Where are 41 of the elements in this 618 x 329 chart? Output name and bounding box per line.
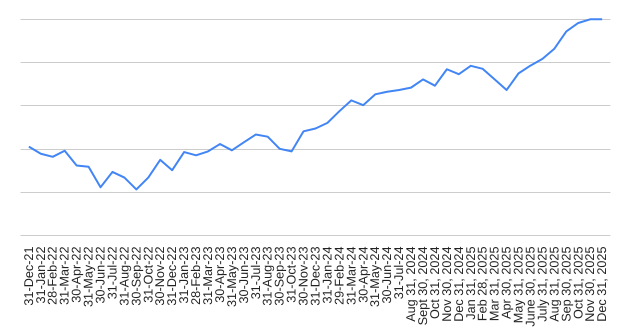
x-tick-label: Jan 31, 2025 [464,246,478,320]
x-tick-label: 31-Jan-23 [177,246,192,304]
x-tick-label: May 31, 2025 [512,246,526,324]
x-tick-label: 31-Dec-21 [22,246,36,306]
x-tick-label: 31-Jul-22 [105,246,120,300]
x-tick-label: 31-Dec-22 [165,246,180,306]
x-tick-label: 31-May-23 [224,246,239,307]
x-tick-label: 31-Dec-23 [308,246,322,306]
x-tick-label: 28-Feb-22 [46,246,60,305]
x-tick-label: 30-Apr-22 [70,246,84,303]
x-tick-label: 31-May-24 [368,246,382,307]
x-tick-label: 31-Oct-23 [284,246,299,303]
x-tick-label: 29-Feb-24 [332,246,346,305]
x-tick-label: 31-Jul-24 [392,246,406,300]
x-tick-label: Aug 31, 2024 [404,246,418,322]
x-tick-label: Dec 31, 2024 [452,246,466,322]
x-tick-label: Oct 31, 2024 [428,246,442,319]
x-tick-label: Oct 31, 2025 [571,246,586,319]
x-tick-label: 31-Aug-23 [260,246,275,306]
x-tick-label: 31-Jan-24 [320,246,334,304]
x-tick-label: Feb 28, 2025 [476,246,490,322]
x-tick-label: 31-Jul-23 [248,246,263,300]
x-tick-label: Nov 30, 2025 [583,246,598,322]
x-tick-label: 30-Sep-23 [272,246,287,306]
x-tick-label: 30-Apr-24 [356,246,370,303]
x-tick-label: 30-Apr-23 [212,246,227,303]
x-tick-label: Dec 31, 2025 [595,246,610,322]
x-tick-label: 31-May-22 [82,246,96,307]
x-tick-label: Mar 31, 2025 [488,246,502,322]
x-tick-label: 31-Mar-24 [344,246,358,305]
x-tick-label: 28-Feb-23 [189,246,204,305]
x-tick-label: Nov 30, 2024 [440,246,454,322]
x-tick-label: 31-Jan-22 [34,246,48,304]
x-tick-label: 31-Mar-22 [58,246,72,305]
x-tick-label: 31-Mar-23 [201,246,216,305]
x-tick-label: 31-Oct-22 [141,246,156,303]
x-tick-label: July 31, 2025 [535,246,550,322]
x-tick-label: Apr 30, 2025 [500,246,514,319]
x-tick-label: 30-Nov-23 [296,246,311,306]
x-tick-label: 30-Nov-22 [153,246,168,306]
x-tick-label: 31-Aug-22 [117,246,132,306]
